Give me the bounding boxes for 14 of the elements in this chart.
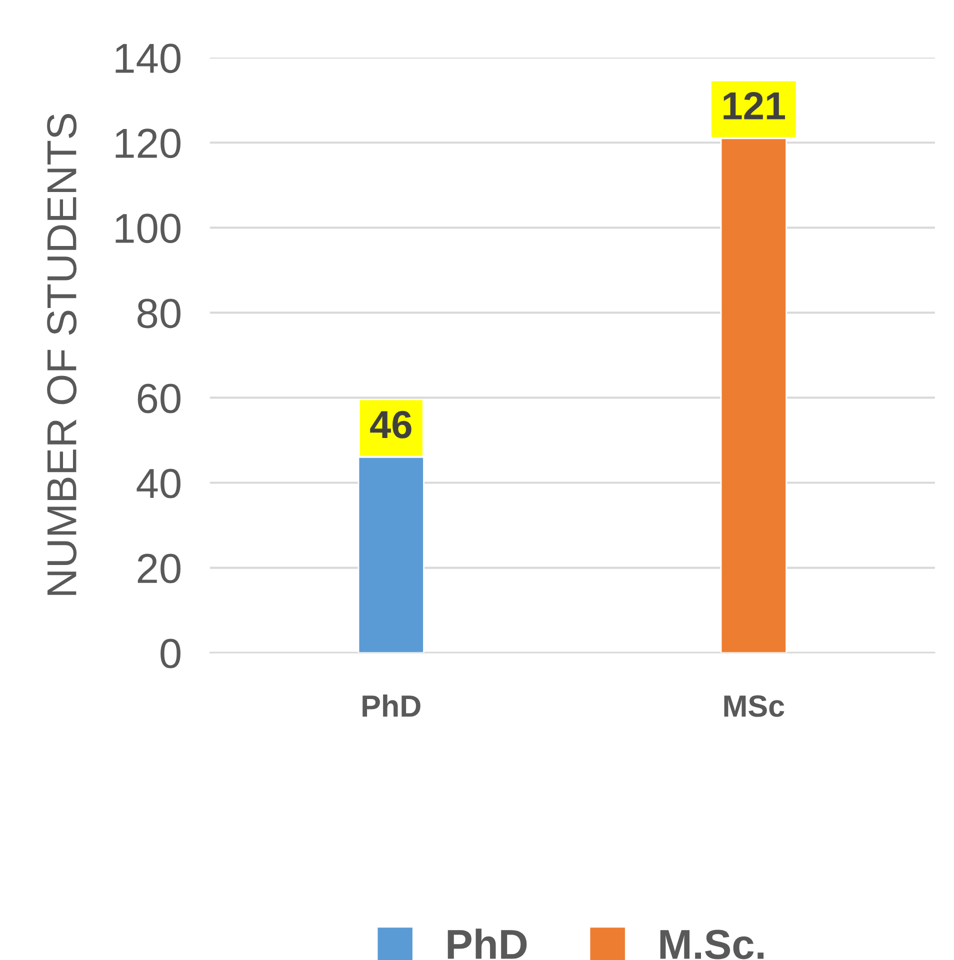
y-tick-label: 0 [160,638,180,668]
y-tick-label: 20 [138,554,180,584]
y-tick-label: 40 [136,468,180,498]
x-tick-label: MSc [724,695,784,717]
data-label: 121 [724,92,786,120]
legend-label: M.Sc. [660,930,764,960]
y-tick-label: 80 [138,298,180,328]
y-tick-label: 60 [138,384,180,414]
legend-label: PhD [448,928,527,959]
data-label: 46 [370,410,412,438]
y-tick-label: 120 [116,128,180,158]
y-tick-label: 100 [116,214,180,244]
y-tick-label: 140 [116,44,180,74]
y-axis-title: NUMBER OF STUDENTS [47,114,77,595]
